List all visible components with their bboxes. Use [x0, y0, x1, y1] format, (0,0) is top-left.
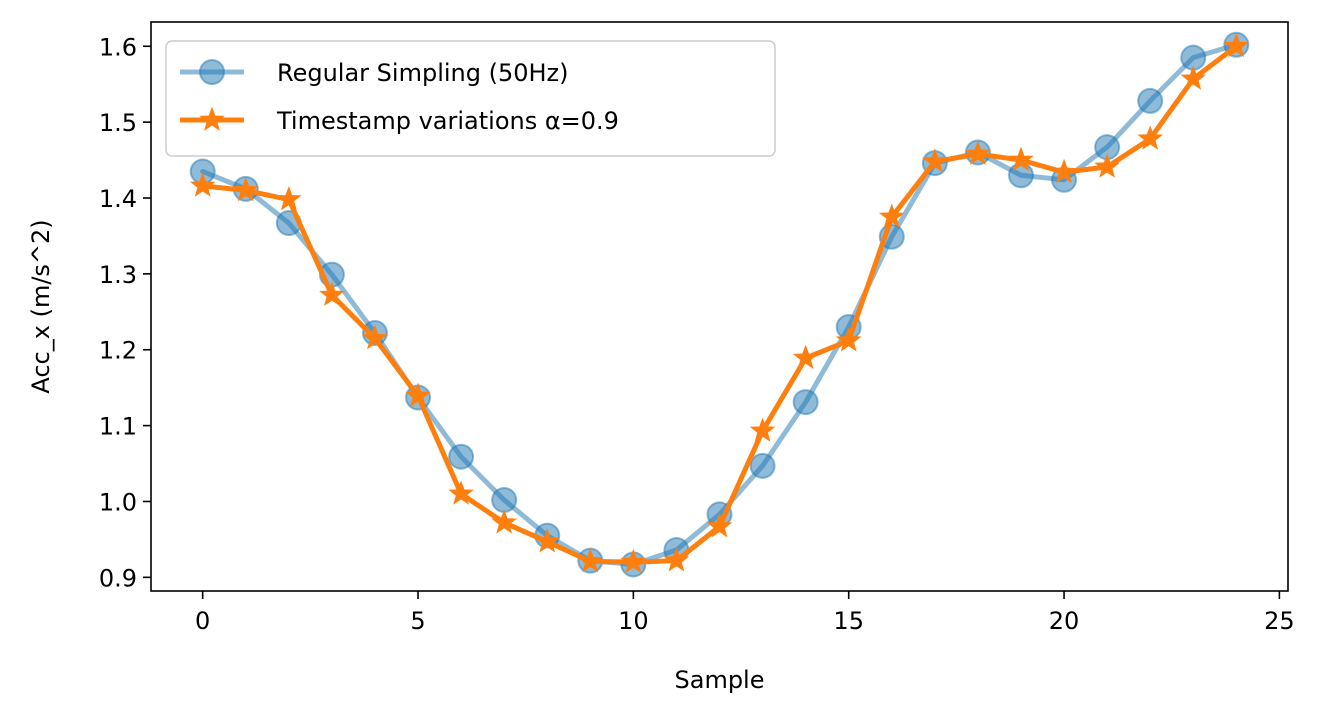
axes: 0 5 10 15 20 25 0.9 1.0 1.1 1.2 1.3 1.4 1.5 1.6 — [99, 21, 1295, 635]
series-2-point — [1180, 65, 1207, 90]
series-2 — [189, 32, 1250, 574]
x-tick-label: 0 — [195, 607, 210, 635]
series-1-point — [749, 452, 776, 479]
x-tick-label: 10 — [618, 607, 649, 635]
series-2-point — [491, 509, 517, 534]
series-2-point — [922, 148, 948, 173]
series-1-point — [491, 486, 518, 513]
legend-label: Regular Simpling (50Hz) — [277, 59, 569, 87]
y-tick-label: 1.5 — [99, 109, 137, 137]
y-tick-label: 1.2 — [99, 337, 137, 365]
legend-entry-1: Regular Simpling (50Hz) — [180, 59, 569, 87]
series-2-point — [1051, 158, 1077, 184]
series-1-point — [792, 389, 819, 416]
legend-label: Timestamp variations α=0.9 — [276, 107, 619, 135]
series-2-point — [319, 281, 345, 306]
series-2-point — [835, 327, 862, 352]
x-tick-label: 15 — [833, 607, 864, 635]
plot-frame — [150, 21, 1289, 592]
legend: Regular Simpling (50Hz) Timestamp variati… — [165, 40, 776, 157]
series-2-point — [405, 382, 431, 407]
series-2-point — [1223, 32, 1250, 58]
y-tick-label: 0.9 — [99, 564, 137, 592]
y-axis-label: Acc_x (m/s^2) — [27, 219, 55, 393]
series-2-point — [663, 547, 690, 572]
series-2-point — [878, 203, 905, 228]
legend-circle-marker — [199, 59, 225, 85]
y-tick-label: 1.6 — [99, 33, 137, 61]
series-1-point — [1137, 87, 1164, 114]
series-2-point — [620, 548, 647, 574]
series-2-point — [749, 417, 776, 442]
series-2-point — [276, 186, 302, 211]
y-tick-label: 1.4 — [99, 185, 137, 213]
legend-star-marker — [199, 106, 225, 131]
series-2-point — [448, 480, 474, 505]
series-1-point — [448, 443, 475, 470]
series-2-point — [577, 547, 604, 573]
series-2-point — [792, 344, 819, 369]
series-2-point — [1008, 146, 1034, 171]
plot-area — [189, 31, 1250, 578]
series-2-point — [1137, 125, 1163, 150]
series-2-point — [706, 513, 733, 538]
series-1-point — [1007, 162, 1034, 189]
series-2-point — [189, 172, 216, 197]
x-tick-label: 25 — [1264, 607, 1295, 635]
legend-entry-2: Timestamp variations α=0.9 — [180, 106, 619, 135]
x-tick-label: 20 — [1049, 607, 1080, 635]
series-2-point — [1094, 153, 1120, 178]
x-tick-label: 5 — [410, 607, 425, 635]
x-axis-label: Sample — [675, 666, 765, 694]
series-2-point — [232, 176, 259, 202]
series-2-point — [965, 140, 991, 165]
y-tick-label: 1.3 — [99, 261, 137, 289]
y-tick-label: 1.1 — [99, 413, 137, 441]
series-2-point — [534, 528, 561, 553]
legend-box — [165, 40, 776, 157]
series-2-point — [362, 324, 388, 350]
y-tick-label: 1.0 — [99, 488, 137, 516]
